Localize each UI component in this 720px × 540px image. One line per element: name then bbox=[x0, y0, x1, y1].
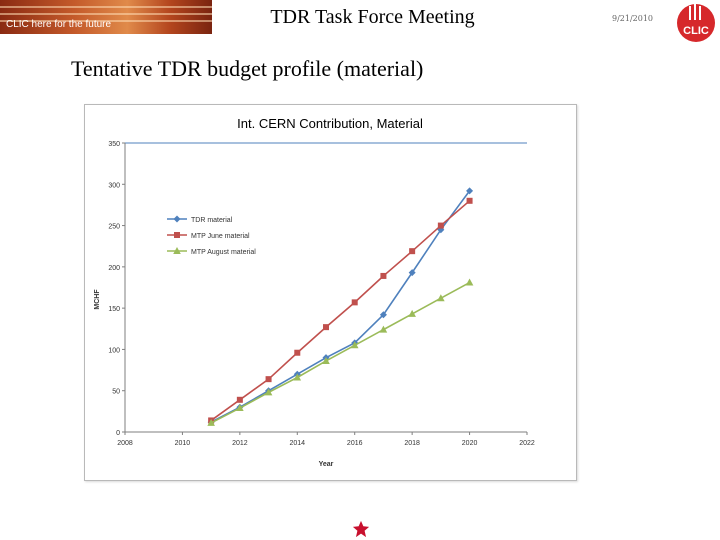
legend-label: MTP August material bbox=[191, 249, 256, 256]
chart-title: Int. CERN Contribution, Material bbox=[237, 116, 423, 131]
data-point bbox=[379, 311, 387, 319]
data-point bbox=[466, 197, 473, 204]
header-title: TDR Task Force Meeting bbox=[270, 6, 475, 28]
legend-label: TDR material bbox=[191, 217, 233, 224]
data-point bbox=[322, 356, 330, 364]
data-point bbox=[350, 341, 359, 349]
x-tick-label: 2008 bbox=[117, 440, 133, 447]
data-point bbox=[408, 269, 416, 277]
legend-marker bbox=[174, 232, 180, 238]
data-point bbox=[437, 294, 445, 302]
data-point bbox=[207, 418, 215, 426]
x-axis-label: Year bbox=[319, 461, 334, 468]
banner-slogan: CLIC here for the future bbox=[6, 19, 112, 30]
data-point bbox=[466, 187, 474, 195]
star-bullet-icon bbox=[352, 520, 370, 538]
y-tick-label: 300 bbox=[108, 182, 120, 189]
data-point bbox=[323, 324, 329, 331]
data-point bbox=[379, 325, 388, 333]
logo-text: CLIC bbox=[683, 25, 709, 37]
y-tick-label: 150 bbox=[108, 306, 120, 313]
slide-date: 9/21/2010 bbox=[612, 14, 654, 23]
x-tick-label: 2010 bbox=[175, 440, 191, 447]
x-tick-label: 2016 bbox=[347, 440, 363, 447]
data-point bbox=[437, 222, 444, 229]
y-tick-label: 250 bbox=[108, 224, 120, 231]
data-point bbox=[351, 299, 358, 306]
slide-subtitle: Tentative TDR budget profile (material) bbox=[71, 56, 424, 81]
y-tick-label: 100 bbox=[108, 347, 120, 354]
data-point bbox=[294, 349, 301, 356]
data-point bbox=[265, 376, 272, 383]
x-tick-label: 2022 bbox=[519, 440, 535, 447]
x-tick-label: 2012 bbox=[232, 440, 248, 447]
data-point bbox=[236, 404, 244, 412]
data-point bbox=[408, 309, 416, 317]
data-point bbox=[264, 388, 273, 396]
legend-marker bbox=[173, 247, 181, 254]
series-line-1 bbox=[210, 190, 471, 423]
series-line-2 bbox=[210, 200, 471, 422]
header-banner: CLIC here for the future bbox=[0, 0, 212, 34]
y-axis-label: MCHF bbox=[94, 289, 101, 310]
y-tick-label: 350 bbox=[108, 141, 120, 148]
y-tick-label: 0 bbox=[116, 430, 120, 437]
x-tick-label: 2020 bbox=[462, 440, 478, 447]
data-point bbox=[409, 248, 416, 255]
x-tick-label: 2014 bbox=[289, 440, 305, 447]
legend-marker bbox=[173, 215, 181, 223]
series-line-3 bbox=[210, 281, 470, 424]
y-tick-label: 50 bbox=[112, 389, 120, 396]
clic-logo-icon: CLIC bbox=[677, 4, 715, 42]
data-point bbox=[465, 278, 474, 286]
legend-label: MTP June material bbox=[191, 233, 250, 240]
y-tick-label: 200 bbox=[108, 265, 120, 272]
data-point bbox=[380, 272, 387, 279]
line-chart: Int. CERN Contribution, Material 0 50 100 15… bbox=[94, 116, 535, 468]
data-point bbox=[293, 373, 302, 381]
x-tick-label: 2018 bbox=[404, 440, 420, 447]
data-point bbox=[236, 396, 243, 403]
chart-container: Int. CERN Contribution, Material 0 50 100 15… bbox=[84, 104, 577, 481]
